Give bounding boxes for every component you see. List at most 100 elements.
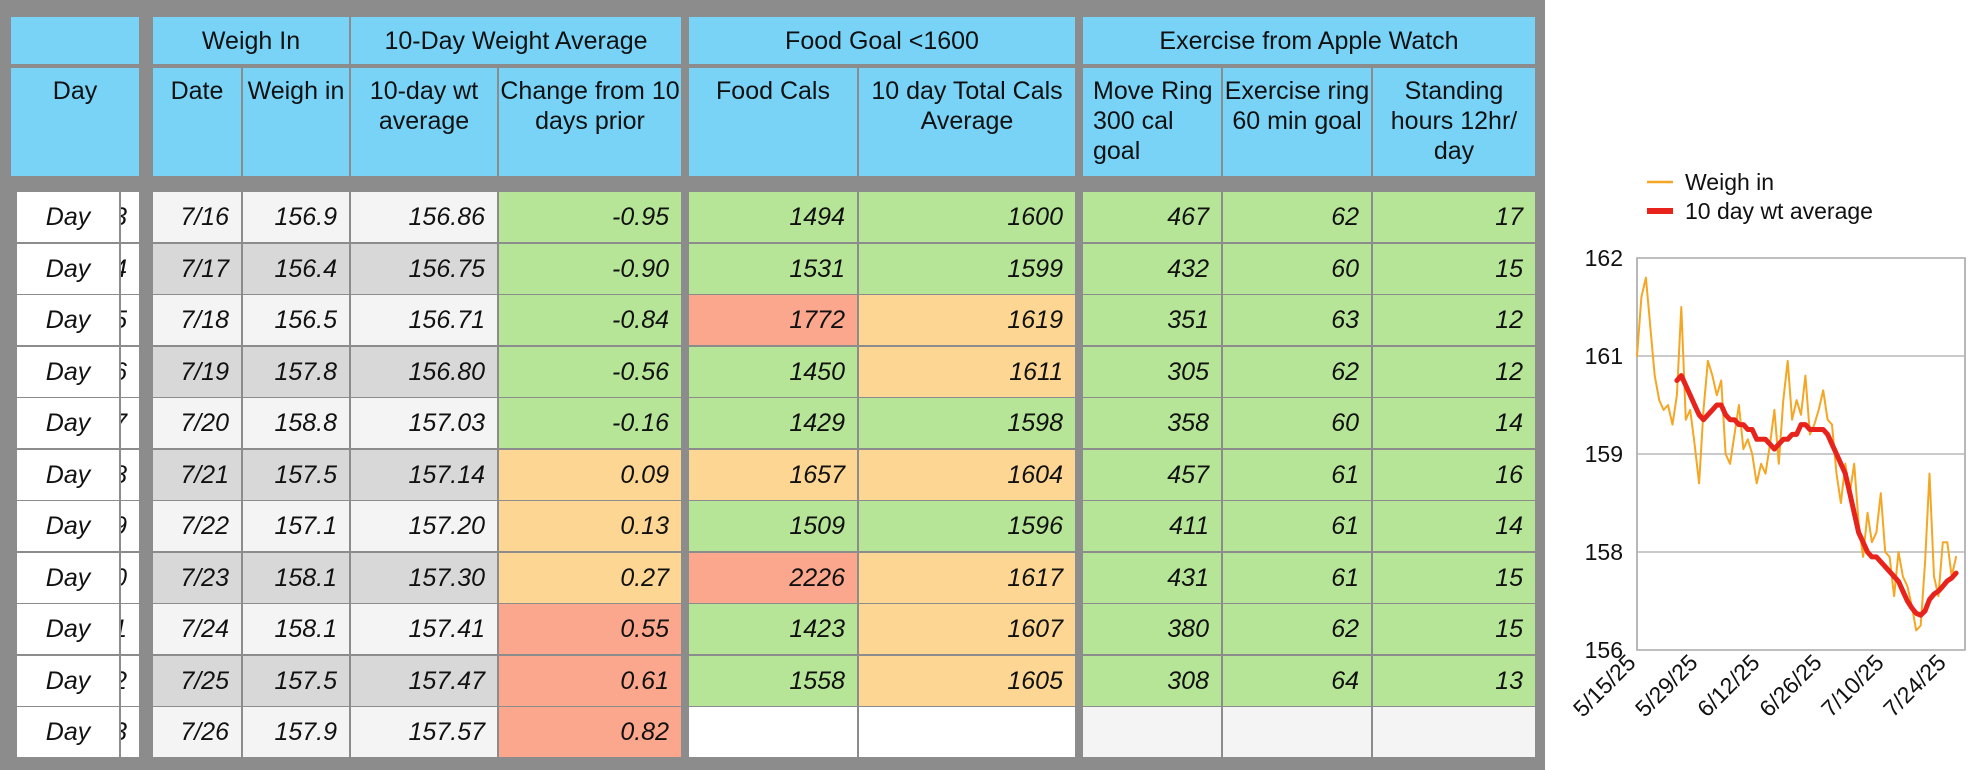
cell-change[interactable]: 0.55 (498, 603, 682, 655)
cell-date[interactable]: 7/18 (152, 294, 242, 346)
cell-date[interactable]: 7/22 (152, 500, 242, 552)
cell-weigh-in[interactable]: 157.1 (242, 500, 350, 552)
cell-weigh-in[interactable]: 157.5 (242, 449, 350, 501)
cell-date[interactable]: 7/23 (152, 552, 242, 604)
cell-standing[interactable]: 17 (1372, 191, 1536, 243)
cell-wt-average[interactable]: 157.41 (350, 603, 498, 655)
cell-move-ring[interactable] (1082, 706, 1222, 758)
cell-cals-average[interactable]: 1607 (858, 603, 1076, 655)
cell-weigh-in[interactable]: 157.8 (242, 346, 350, 398)
cell-standing[interactable]: 12 (1372, 346, 1536, 398)
cell-date[interactable]: 7/16 (152, 191, 242, 243)
cell-day-label[interactable]: Day (16, 294, 120, 346)
cell-cals-average[interactable]: 1617 (858, 552, 1076, 604)
cell-food-cals[interactable]: 2226 (688, 552, 858, 604)
cell-day-number[interactable]: 66 (120, 346, 140, 398)
cell-food-cals[interactable]: 1558 (688, 655, 858, 707)
cell-cals-average[interactable]: 1599 (858, 243, 1076, 295)
cell-change[interactable]: 0.82 (498, 706, 682, 758)
cell-move-ring[interactable]: 431 (1082, 552, 1222, 604)
cell-change[interactable]: 0.13 (498, 500, 682, 552)
cell-cals-average[interactable]: 1598 (858, 397, 1076, 449)
cell-standing[interactable]: 16 (1372, 449, 1536, 501)
cell-cals-average[interactable]: 1611 (858, 346, 1076, 398)
cell-weigh-in[interactable]: 157.9 (242, 706, 350, 758)
cell-wt-average[interactable]: 156.75 (350, 243, 498, 295)
cell-move-ring[interactable]: 308 (1082, 655, 1222, 707)
cell-change[interactable]: 0.61 (498, 655, 682, 707)
cell-food-cals[interactable]: 1531 (688, 243, 858, 295)
cell-day-number[interactable]: 64 (120, 243, 140, 295)
cell-date[interactable]: 7/19 (152, 346, 242, 398)
cell-date[interactable]: 7/24 (152, 603, 242, 655)
cell-wt-average[interactable]: 156.80 (350, 346, 498, 398)
cell-wt-average[interactable]: 157.30 (350, 552, 498, 604)
cell-standing[interactable]: 12 (1372, 294, 1536, 346)
cell-food-cals[interactable]: 1494 (688, 191, 858, 243)
cell-food-cals[interactable]: 1429 (688, 397, 858, 449)
cell-move-ring[interactable]: 380 (1082, 603, 1222, 655)
cell-day-number[interactable]: 65 (120, 294, 140, 346)
cell-exercise-ring[interactable]: 60 (1222, 397, 1372, 449)
cell-date[interactable]: 7/26 (152, 706, 242, 758)
cell-exercise-ring[interactable] (1222, 706, 1372, 758)
cell-day-label[interactable]: Day (16, 346, 120, 398)
cell-day-number[interactable]: 63 (120, 191, 140, 243)
cell-food-cals[interactable] (688, 706, 858, 758)
cell-wt-average[interactable]: 157.47 (350, 655, 498, 707)
cell-change[interactable]: 0.09 (498, 449, 682, 501)
cell-wt-average[interactable]: 157.57 (350, 706, 498, 758)
cell-exercise-ring[interactable]: 62 (1222, 191, 1372, 243)
cell-weigh-in[interactable]: 156.5 (242, 294, 350, 346)
cell-wt-average[interactable]: 157.20 (350, 500, 498, 552)
cell-day-number[interactable]: 68 (120, 449, 140, 501)
cell-exercise-ring[interactable]: 61 (1222, 500, 1372, 552)
cell-weigh-in[interactable]: 158.1 (242, 603, 350, 655)
cell-wt-average[interactable]: 157.14 (350, 449, 498, 501)
cell-cals-average[interactable]: 1600 (858, 191, 1076, 243)
cell-cals-average[interactable]: 1604 (858, 449, 1076, 501)
cell-cals-average[interactable]: 1619 (858, 294, 1076, 346)
cell-food-cals[interactable]: 1423 (688, 603, 858, 655)
cell-move-ring[interactable]: 432 (1082, 243, 1222, 295)
cell-day-number[interactable]: 69 (120, 500, 140, 552)
cell-food-cals[interactable]: 1450 (688, 346, 858, 398)
cell-wt-average[interactable]: 156.71 (350, 294, 498, 346)
cell-day-label[interactable]: Day (16, 397, 120, 449)
cell-move-ring[interactable]: 467 (1082, 191, 1222, 243)
cell-exercise-ring[interactable]: 62 (1222, 603, 1372, 655)
cell-change[interactable]: 0.27 (498, 552, 682, 604)
cell-weigh-in[interactable]: 158.1 (242, 552, 350, 604)
cell-weigh-in[interactable]: 156.9 (242, 191, 350, 243)
cell-standing[interactable]: 15 (1372, 552, 1536, 604)
cell-change[interactable]: -0.84 (498, 294, 682, 346)
cell-day-number[interactable]: 71 (120, 603, 140, 655)
cell-exercise-ring[interactable]: 60 (1222, 243, 1372, 295)
cell-change[interactable]: -0.16 (498, 397, 682, 449)
cell-food-cals[interactable]: 1657 (688, 449, 858, 501)
cell-weigh-in[interactable]: 156.4 (242, 243, 350, 295)
cell-move-ring[interactable]: 358 (1082, 397, 1222, 449)
cell-day-label[interactable]: Day (16, 552, 120, 604)
cell-move-ring[interactable]: 457 (1082, 449, 1222, 501)
cell-food-cals[interactable]: 1772 (688, 294, 858, 346)
cell-exercise-ring[interactable]: 61 (1222, 449, 1372, 501)
cell-change[interactable]: -0.56 (498, 346, 682, 398)
cell-exercise-ring[interactable]: 64 (1222, 655, 1372, 707)
cell-move-ring[interactable]: 351 (1082, 294, 1222, 346)
cell-exercise-ring[interactable]: 63 (1222, 294, 1372, 346)
cell-day-number[interactable]: 73 (120, 706, 140, 758)
cell-standing[interactable]: 15 (1372, 243, 1536, 295)
cell-day-label[interactable]: Day (16, 243, 120, 295)
cell-cals-average[interactable]: 1605 (858, 655, 1076, 707)
cell-day-label[interactable]: Day (16, 706, 120, 758)
cell-date[interactable]: 7/17 (152, 243, 242, 295)
cell-standing[interactable]: 14 (1372, 500, 1536, 552)
cell-date[interactable]: 7/21 (152, 449, 242, 501)
cell-exercise-ring[interactable]: 62 (1222, 346, 1372, 398)
cell-move-ring[interactable]: 411 (1082, 500, 1222, 552)
cell-day-number[interactable]: 67 (120, 397, 140, 449)
cell-wt-average[interactable]: 157.03 (350, 397, 498, 449)
cell-day-label[interactable]: Day (16, 449, 120, 501)
cell-date[interactable]: 7/25 (152, 655, 242, 707)
